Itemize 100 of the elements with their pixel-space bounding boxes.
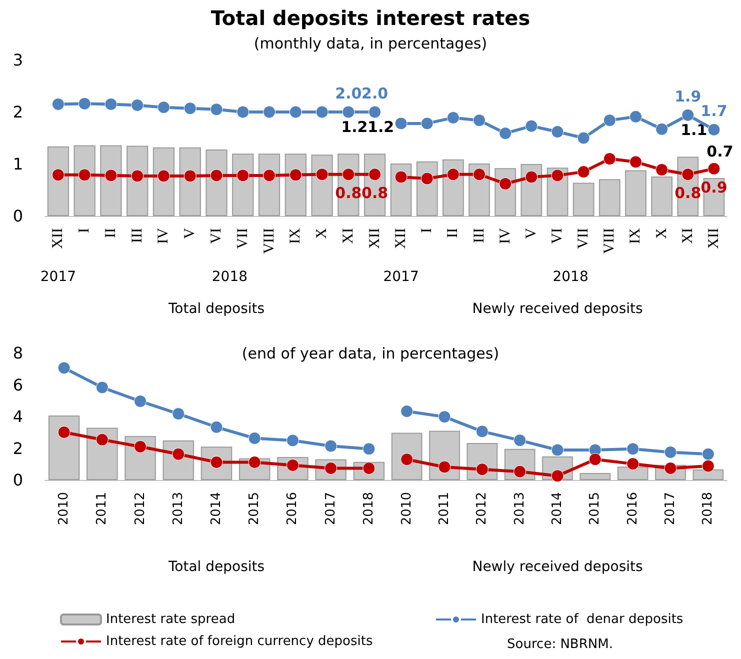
data-label: 0.8	[335, 184, 362, 202]
point	[551, 169, 564, 182]
x-axis-title: Newly received deposits	[472, 559, 643, 575]
point	[286, 434, 299, 447]
point	[682, 168, 694, 181]
x-tick-label: XI	[340, 228, 356, 244]
point	[682, 108, 694, 122]
point	[525, 170, 538, 184]
y-tick-label: 1	[12, 154, 23, 174]
x-tick-label: IV	[497, 228, 514, 244]
x-tick-label: 2013	[512, 492, 528, 526]
x-tick-label: IX	[628, 228, 644, 244]
data-label: 0.8	[362, 184, 388, 202]
x-tick-label: 2016	[285, 492, 300, 526]
x-axis-title: Total deposits	[167, 559, 265, 575]
point	[52, 98, 64, 110]
point	[476, 425, 488, 438]
point	[78, 97, 91, 110]
point	[473, 114, 486, 127]
point	[708, 162, 720, 175]
data-label: 1.9	[674, 87, 702, 106]
data-label: 1.2	[368, 118, 394, 136]
point	[248, 456, 261, 468]
legend-label: Interest rate of denar deposits	[481, 612, 684, 627]
point	[629, 156, 642, 168]
y-tick-label: 3	[12, 50, 23, 70]
x-tick-label: 2013	[170, 492, 186, 526]
point	[476, 463, 488, 476]
x-tick-label: I	[76, 228, 93, 233]
x-tick-label: IX	[288, 228, 304, 244]
x-tick-label: VIII	[602, 228, 618, 254]
point	[342, 106, 355, 118]
point	[248, 432, 261, 444]
x-tick-label: 2018	[700, 492, 716, 526]
point	[626, 458, 640, 470]
point	[316, 168, 328, 181]
point	[394, 117, 408, 130]
x-tick-label: 2011	[437, 492, 452, 526]
y-tick-label: 4	[12, 407, 23, 426]
point	[499, 178, 512, 190]
point	[78, 168, 91, 182]
x-tick-label: VI	[208, 228, 224, 244]
x-tick-label: X	[314, 228, 330, 239]
point	[551, 444, 564, 456]
x-tick-label: VIII	[261, 228, 278, 254]
point	[104, 169, 118, 182]
data-label: 1.7	[700, 102, 728, 120]
text: 2017	[383, 269, 419, 285]
point	[263, 169, 276, 182]
point	[131, 170, 144, 182]
x-tick-label: II	[102, 228, 119, 238]
x-tick-label: 2010	[56, 492, 72, 526]
y-tick-label: 6	[12, 375, 23, 394]
x-tick-label: 2017	[663, 492, 678, 526]
data-label: 2.0	[362, 84, 388, 102]
point	[702, 448, 714, 460]
point	[400, 405, 414, 418]
x-tick-label: V	[182, 228, 198, 239]
chart-title: Total deposits interest rates	[210, 6, 530, 30]
point	[157, 101, 170, 114]
x-tick-label: XII	[50, 228, 66, 249]
chart-subtitle: (monthly data, in percentages)	[254, 34, 488, 52]
y-tick-label: 0	[12, 470, 23, 490]
point	[324, 440, 338, 452]
point	[157, 170, 170, 182]
point	[446, 111, 460, 124]
x-tick-label: III	[471, 228, 488, 243]
point	[438, 460, 451, 474]
point	[263, 106, 276, 118]
point	[656, 163, 668, 176]
point	[525, 120, 538, 132]
point	[702, 460, 714, 472]
x-tick-label: V	[523, 228, 540, 239]
point	[289, 106, 302, 118]
point	[316, 106, 328, 118]
point	[368, 168, 382, 181]
point	[656, 122, 668, 136]
point	[603, 114, 616, 127]
x-tick-label: 2014	[550, 492, 565, 526]
point	[58, 426, 70, 438]
point	[446, 168, 460, 181]
point	[626, 442, 640, 456]
x-tick-label: II	[445, 228, 462, 238]
x-tick-label: IV	[156, 228, 172, 244]
data-label: 1.2	[341, 118, 368, 136]
point	[551, 126, 564, 138]
y-tick-label: 2	[12, 438, 23, 458]
x-axis-title: Total deposits	[167, 301, 265, 317]
point	[588, 453, 602, 466]
point	[342, 168, 355, 181]
x-tick-label: XII	[393, 228, 410, 249]
point	[708, 123, 720, 136]
point	[664, 446, 677, 458]
point	[210, 420, 223, 434]
data-label: 0.9	[700, 178, 728, 196]
x-tick-label: I	[419, 228, 436, 233]
x-tick-label: 2017	[323, 492, 338, 526]
point	[184, 170, 196, 182]
point	[368, 106, 382, 118]
point	[514, 434, 526, 447]
